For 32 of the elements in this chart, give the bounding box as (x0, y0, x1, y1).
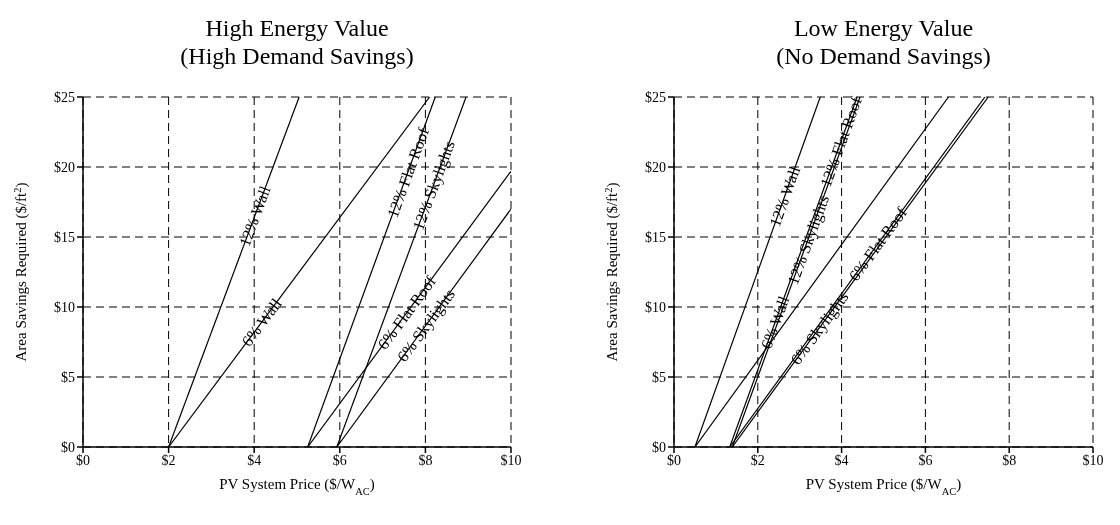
y-tick-label: $0 (61, 439, 75, 455)
y-tick-label: $5 (652, 369, 666, 385)
x-tick-label: $2 (161, 452, 176, 468)
y-tick-label: $20 (645, 159, 666, 175)
annotation: 12% Wall (766, 163, 804, 229)
annotation: 6% Wall (238, 294, 286, 350)
y-tick-label: $10 (54, 299, 75, 315)
x-tick-label: $4 (834, 452, 849, 468)
x-axis-title: PV System Price ($/W$_{AC}$) (805, 476, 962, 497)
annotation: 6% Wall (757, 293, 793, 352)
x-tick-label: $10 (1082, 452, 1104, 468)
x-tick-label: $0 (667, 452, 681, 468)
annotation: 12% Flat Roof (816, 94, 866, 190)
x-tick-label: $6 (332, 452, 347, 468)
x-tick-label: $2 (750, 452, 765, 468)
x-tick-label: $0 (76, 452, 90, 468)
x-tick-label: $8 (418, 452, 433, 468)
y-tick-label: $5 (61, 369, 75, 385)
y-tick-label: $20 (54, 159, 75, 175)
x-tick-label: $8 (1002, 452, 1017, 468)
y-tick-label: $10 (645, 299, 666, 315)
y-tick-label: $25 (54, 89, 75, 105)
y-tick-label: $25 (645, 89, 666, 105)
x-tick-label: $10 (500, 452, 522, 468)
y-tick-label: $0 (652, 439, 666, 455)
x-axis-title: PV System Price ($/W$_{AC}$) (219, 476, 375, 497)
y-tick-label: $15 (645, 229, 666, 245)
x-tick-label: $4 (247, 452, 262, 468)
chart-title: High Energy Value (High Demand Savings) (179, 14, 415, 70)
chart-title: Low Energy Value (No Demand Savings) (775, 14, 992, 70)
y-tick-label: $15 (54, 229, 75, 245)
x-tick-label: $6 (918, 452, 933, 468)
